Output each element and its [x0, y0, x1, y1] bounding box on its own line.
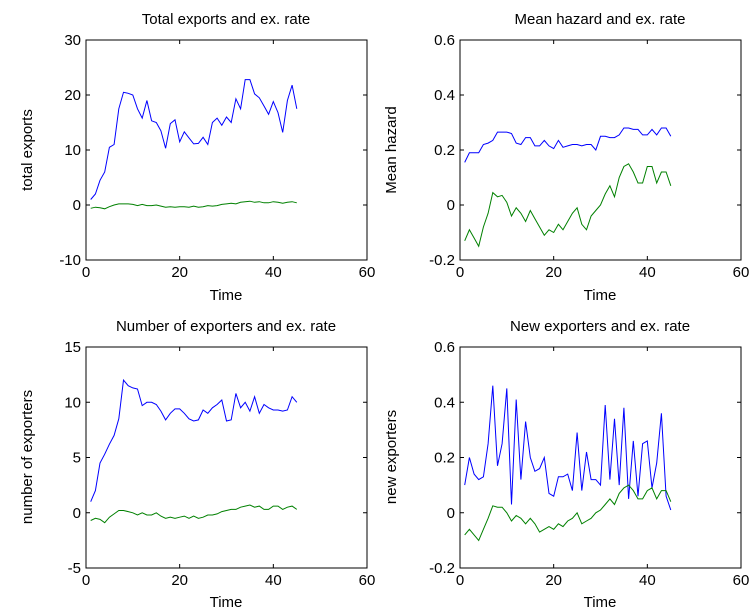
panel-mean-hazard: Mean hazard and ex. rate Mean hazard Tim… [383, 11, 749, 304]
series-line-2 [90, 200, 297, 210]
series-line-1 [464, 127, 672, 163]
panel-total-exports: Total exports and ex. rate total exports… [19, 11, 375, 304]
x-tick-label: 40 [639, 572, 656, 589]
y-tick-label: 0 [73, 505, 81, 522]
y-tick-label: 0.4 [434, 394, 455, 411]
x-tick-label: 60 [359, 264, 376, 281]
x-axis-label: Time [584, 287, 617, 304]
series-line-2 [464, 484, 672, 542]
x-tick-label: 20 [545, 572, 562, 589]
panel-title: Number of exporters and ex. rate [116, 318, 336, 335]
axes-frame [85, 39, 368, 261]
y-tick-label: -0.2 [429, 252, 455, 269]
y-tick-label: 10 [64, 394, 81, 411]
x-tick-label: 40 [265, 264, 282, 281]
x-tick-label: 0 [456, 572, 464, 589]
x-tick-label: 20 [171, 572, 188, 589]
series-line-2 [464, 163, 672, 248]
axes-frame [459, 39, 742, 261]
x-tick-label: 20 [171, 264, 188, 281]
y-tick-label: 30 [64, 32, 81, 49]
y-tick-label: -10 [59, 252, 81, 269]
y-tick-label: 0.2 [434, 450, 455, 467]
y-tick-label: 10 [64, 142, 81, 159]
y-tick-label: 0.2 [434, 142, 455, 159]
x-axis-label: Time [584, 594, 617, 611]
y-tick-label: 0 [447, 505, 455, 522]
panel-title: New exporters and ex. rate [510, 318, 690, 335]
y-tick-label: -5 [68, 560, 81, 577]
y-axis-label: Mean hazard [383, 106, 400, 194]
y-tick-label: 5 [73, 450, 81, 467]
x-tick-label: 40 [265, 572, 282, 589]
x-tick-label: 60 [359, 572, 376, 589]
series-line-2 [90, 504, 298, 524]
panel-new-exporters: New exporters and ex. rate new exporters… [383, 318, 749, 611]
x-tick-label: 0 [82, 264, 90, 281]
x-axis-label: Time [210, 594, 243, 611]
axes-frame [459, 346, 742, 569]
axes-frame [85, 346, 368, 569]
x-tick-label: 20 [545, 264, 562, 281]
y-tick-label: 0.6 [434, 32, 455, 49]
y-tick-label: 0 [447, 197, 455, 214]
y-tick-label: 0.6 [434, 339, 455, 356]
y-tick-label: 0 [73, 197, 81, 214]
x-tick-label: 60 [733, 572, 750, 589]
x-tick-label: 0 [82, 572, 90, 589]
y-axis-label: total exports [19, 109, 36, 191]
panel-title: Total exports and ex. rate [142, 11, 310, 28]
y-tick-label: -0.2 [429, 560, 455, 577]
y-tick-label: 15 [64, 339, 81, 356]
x-tick-label: 40 [639, 264, 656, 281]
y-axis-label: new exporters [383, 410, 400, 504]
y-tick-label: 20 [64, 87, 81, 104]
x-axis-label: Time [210, 287, 243, 304]
series-line-1 [464, 385, 672, 511]
panel-title: Mean hazard and ex. rate [515, 11, 686, 28]
x-tick-label: 60 [733, 264, 750, 281]
panel-number-of-exporters: Number of exporters and ex. rate number … [19, 318, 375, 611]
y-tick-label: 0.4 [434, 87, 455, 104]
y-axis-label: number of exporters [19, 390, 36, 524]
x-tick-label: 0 [456, 264, 464, 281]
series-line-1 [90, 79, 298, 200]
series-line-1 [90, 378, 298, 502]
